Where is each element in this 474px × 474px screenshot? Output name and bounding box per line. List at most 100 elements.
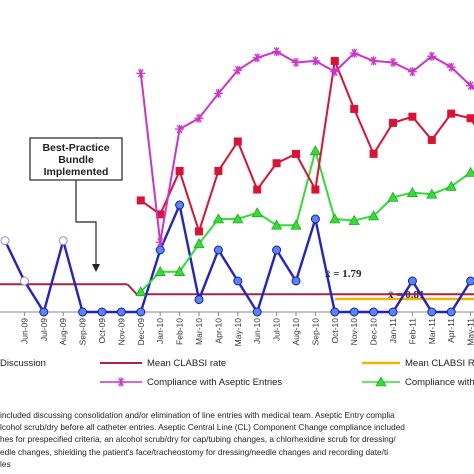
- data-point: [291, 57, 301, 67]
- annotation-box: [29, 137, 123, 181]
- data-point: [175, 124, 185, 134]
- data-point: [406, 187, 418, 197]
- x-tick-label: Jan-10: [155, 318, 165, 344]
- footnote-line1: included discussing consolidation and/or…: [0, 410, 395, 420]
- x-tick-label: Feb-11: [407, 318, 417, 345]
- data-point: [116, 307, 126, 317]
- data-point: [195, 227, 203, 236]
- data-point: [329, 213, 341, 224]
- data-point: [272, 159, 281, 168]
- data-point: [136, 68, 146, 78]
- data-point: [465, 166, 474, 177]
- data-point: [310, 214, 320, 224]
- annotation-line2: Bundle: [58, 154, 94, 166]
- data-point: [214, 166, 223, 175]
- data-point: [271, 219, 283, 230]
- data-point: [466, 276, 474, 286]
- data-point: [136, 196, 145, 205]
- legend-compliance-a-label: Compliance with A: [405, 377, 474, 388]
- data-point: [232, 213, 244, 224]
- x-tick-label: Oct-09: [97, 318, 107, 344]
- x-tick-label: Jun-10: [252, 318, 262, 344]
- data-point: [447, 109, 456, 118]
- data-point: [194, 295, 204, 305]
- x-axis-tick-labels: Jun-09 Jul-09 Aug-09 Sep-09 Oct-09 Nov-09 Dec-…: [19, 318, 474, 347]
- data-point: [389, 118, 397, 127]
- data-point: [213, 245, 223, 255]
- x-tick-label: Dec-09: [136, 318, 146, 346]
- data-point: [387, 191, 399, 202]
- data-point: [97, 307, 107, 317]
- annotation-arrow: [75, 180, 97, 266]
- data-point: [407, 276, 417, 286]
- data-point: [233, 276, 243, 286]
- data-point: [427, 307, 437, 317]
- legend-star-glyph: [116, 377, 126, 387]
- x-tick-label: Sep-10: [310, 318, 320, 346]
- data-point: [272, 245, 282, 255]
- legend-discussion-label: Discussion: [0, 358, 46, 369]
- mean-clabsi-label: x̄ = 1.79: [325, 268, 362, 280]
- best-practice-annotation: Best-Practice Bundle Implemented: [29, 137, 123, 272]
- x-tick-label: Apr-11: [446, 318, 456, 343]
- data-point: [348, 214, 360, 225]
- data-point: [156, 210, 165, 219]
- data-point: [233, 137, 242, 146]
- legend-mean-clabsi-rate-label: Mean CLABSI Rate: [405, 358, 474, 369]
- data-point: [136, 307, 146, 317]
- x-tick-label: Aug-10: [291, 318, 301, 346]
- legend-aseptic-entries-label: Compliance with Aseptic Entries: [147, 377, 282, 388]
- data-point: [193, 238, 205, 249]
- series-line: [140, 146, 474, 293]
- x-tick-label: Mar-10: [194, 318, 204, 345]
- data-point: [290, 219, 302, 230]
- data-point: [194, 113, 204, 123]
- data-point: [427, 135, 436, 144]
- data-point: [135, 286, 147, 297]
- data-point: [251, 207, 263, 218]
- series-layer: [0, 47, 474, 317]
- data-point: [408, 112, 417, 121]
- data-point: [292, 149, 300, 158]
- footnote-line5: les: [0, 459, 11, 469]
- x-tick-label: Oct-10: [330, 318, 340, 344]
- data-point: [174, 266, 186, 277]
- data-point: [369, 149, 378, 158]
- footnote-line3: hes for prespecified criteria, an alcoho…: [0, 434, 396, 444]
- footnote-line4: edle changes, shielding the patient's fa…: [0, 447, 388, 457]
- data-point: [368, 210, 380, 221]
- annotation-line1: Best-Practice: [42, 142, 109, 154]
- data-point: [155, 245, 165, 255]
- x-tick-label: Mar-11: [427, 318, 437, 345]
- footnote-line2: lcohol scrub/dry before all catheter ent…: [0, 422, 405, 432]
- data-point: [407, 67, 417, 77]
- data-point: [330, 307, 340, 317]
- data-point: [213, 88, 223, 98]
- legend-compliance-a-marker: [375, 376, 387, 387]
- data-point: [58, 236, 68, 246]
- data-point: [78, 307, 88, 317]
- x-tick-label: Jul-09: [39, 318, 49, 341]
- x-tick-label: Sep-09: [78, 318, 88, 346]
- data-point: [349, 307, 359, 317]
- data-point: [427, 51, 437, 61]
- data-point: [311, 185, 320, 194]
- x-tick-label: Dec-10: [369, 318, 379, 346]
- data-point: [154, 266, 166, 277]
- series-line: [140, 57, 474, 235]
- data-point: [175, 166, 184, 175]
- data-point: [291, 276, 301, 286]
- data-point: [19, 276, 29, 286]
- legend-aseptic-entries-marker: [116, 377, 126, 387]
- data-point: [253, 185, 262, 194]
- data-point: [446, 62, 456, 72]
- footnote: included discussing consolidation and/or…: [0, 410, 405, 469]
- x-tick-label: Feb-10: [175, 318, 185, 345]
- data-point: [252, 307, 262, 317]
- data-point: [446, 307, 456, 317]
- x-tick-label: Aug-09: [58, 318, 68, 346]
- x-tick-label: Nov-09: [116, 318, 126, 346]
- data-point: [233, 65, 243, 75]
- data-point: [388, 307, 398, 317]
